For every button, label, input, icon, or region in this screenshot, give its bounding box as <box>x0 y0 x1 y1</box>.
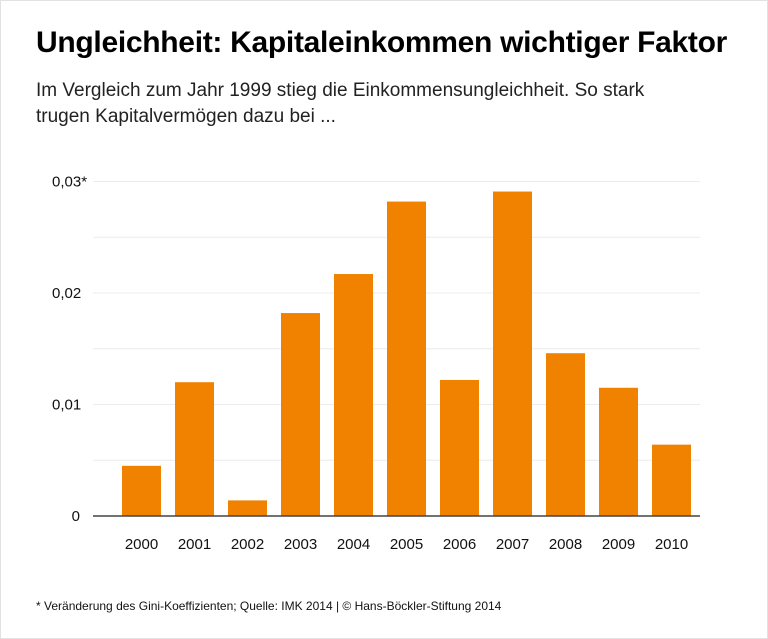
bar-2010 <box>652 444 691 516</box>
bar-2000 <box>122 465 161 516</box>
x-tick-label: 2003 <box>284 536 317 553</box>
x-tick-label: 2004 <box>337 536 370 553</box>
bar-2001 <box>175 382 214 516</box>
x-tick-label: 2007 <box>496 536 529 553</box>
y-tick-label: 0,01 <box>52 397 81 414</box>
bar-2003 <box>281 313 320 516</box>
source-footnote: * Veränderung des Gini-Koeffizienten; Qu… <box>36 599 502 613</box>
x-tick-label: 2010 <box>655 536 688 553</box>
bar-2008 <box>546 353 585 516</box>
chart-title: Ungleichheit: Kapitaleinkommen wichtiger… <box>36 26 728 59</box>
bar-2007 <box>493 191 532 516</box>
bar-2004 <box>334 274 373 516</box>
bar-2005 <box>387 201 426 516</box>
x-tick-label: 2009 <box>602 536 635 553</box>
bar-2006 <box>440 379 479 516</box>
x-tick-label: 2006 <box>443 536 476 553</box>
x-tick-label: 2008 <box>549 536 582 553</box>
y-tick-label: 0,02 <box>52 285 81 302</box>
x-tick-label: 2005 <box>390 536 423 553</box>
x-tick-label: 2001 <box>178 536 211 553</box>
x-tick-label: 2000 <box>125 536 158 553</box>
bar-2002 <box>228 500 267 516</box>
y-tick-label: 0 <box>72 508 80 525</box>
bar-2009 <box>599 387 638 516</box>
x-tick-label: 2002 <box>231 536 264 553</box>
chart-subtitle: Im Vergleich zum Jahr 1999 stieg die Ein… <box>36 80 645 127</box>
y-tick-label: 0,03* <box>52 174 87 191</box>
